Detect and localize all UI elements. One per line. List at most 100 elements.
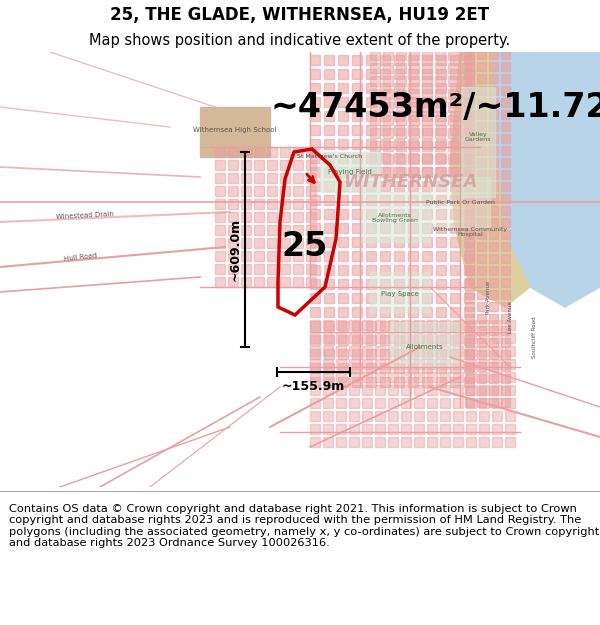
Bar [310, 372, 320, 382]
Bar [409, 167, 419, 177]
Bar [310, 293, 320, 303]
Bar [501, 74, 510, 83]
Bar [394, 55, 404, 65]
Bar [370, 63, 380, 73]
Bar [310, 223, 320, 233]
Bar [352, 349, 362, 359]
Bar [465, 338, 474, 347]
Bar [352, 237, 362, 247]
Bar [306, 238, 316, 248]
Bar [254, 251, 264, 261]
Bar [324, 69, 334, 79]
Bar [464, 265, 474, 275]
Polygon shape [370, 272, 430, 312]
Bar [215, 160, 225, 170]
Bar [465, 386, 474, 395]
Bar [422, 251, 432, 261]
Bar [306, 147, 316, 157]
Bar [375, 372, 385, 382]
Bar [310, 279, 320, 289]
Bar [338, 153, 348, 163]
Bar [501, 218, 510, 227]
Bar [489, 158, 498, 167]
Bar [380, 167, 390, 177]
Bar [352, 83, 362, 93]
Text: ~47453m²/~11.726ac.: ~47453m²/~11.726ac. [270, 91, 600, 124]
Bar [465, 194, 474, 203]
Polygon shape [430, 177, 490, 227]
Bar [479, 411, 489, 421]
Bar [388, 424, 398, 434]
Bar [310, 359, 320, 369]
Bar [466, 398, 476, 408]
Bar [352, 181, 362, 191]
Bar [501, 338, 510, 347]
Bar [383, 115, 393, 125]
Bar [435, 63, 445, 73]
Bar [408, 251, 418, 261]
Bar [501, 134, 510, 143]
Bar [293, 238, 303, 248]
Bar [479, 398, 489, 408]
Bar [408, 97, 418, 107]
Bar [422, 363, 432, 373]
Bar [492, 398, 502, 408]
Bar [450, 279, 460, 289]
Bar [310, 209, 320, 219]
Bar [466, 346, 476, 356]
Bar [450, 307, 460, 317]
Text: St Matthew's Church: St Matthew's Church [298, 154, 362, 159]
Bar [310, 349, 320, 359]
Bar [310, 377, 320, 387]
Bar [465, 50, 474, 59]
Bar [366, 237, 376, 247]
Bar [489, 290, 498, 299]
Bar [293, 147, 303, 157]
Bar [477, 110, 486, 119]
Bar [215, 173, 225, 183]
Bar [324, 321, 334, 331]
Bar [267, 238, 277, 248]
Bar [338, 279, 348, 289]
Bar [324, 195, 334, 205]
Bar [293, 160, 303, 170]
Bar [492, 411, 502, 421]
Bar [465, 350, 474, 359]
Bar [349, 424, 359, 434]
Bar [375, 385, 385, 395]
Bar [352, 279, 362, 289]
Bar [383, 154, 393, 164]
Bar [465, 74, 474, 83]
Bar [414, 398, 424, 408]
Bar [338, 265, 348, 275]
Bar [215, 277, 225, 287]
Bar [465, 146, 474, 155]
Bar [408, 125, 418, 135]
Bar [465, 290, 474, 299]
Bar [465, 86, 474, 95]
Bar [465, 302, 474, 311]
Bar [388, 320, 398, 330]
Bar [450, 237, 460, 247]
Bar [338, 139, 348, 149]
Bar [453, 424, 463, 434]
Bar [310, 363, 320, 373]
Bar [380, 55, 390, 65]
Bar [336, 385, 346, 395]
Bar [352, 69, 362, 79]
Bar [362, 372, 372, 382]
Bar [436, 237, 446, 247]
Bar [228, 251, 238, 261]
Bar [479, 333, 489, 343]
Bar [388, 333, 398, 343]
Bar [338, 307, 348, 317]
Bar [388, 372, 398, 382]
Bar [394, 251, 404, 261]
Bar [464, 293, 474, 303]
Bar [505, 372, 515, 382]
Bar [435, 154, 445, 164]
Bar [215, 264, 225, 274]
Bar [215, 147, 225, 157]
Bar [362, 320, 372, 330]
Bar [323, 359, 333, 369]
